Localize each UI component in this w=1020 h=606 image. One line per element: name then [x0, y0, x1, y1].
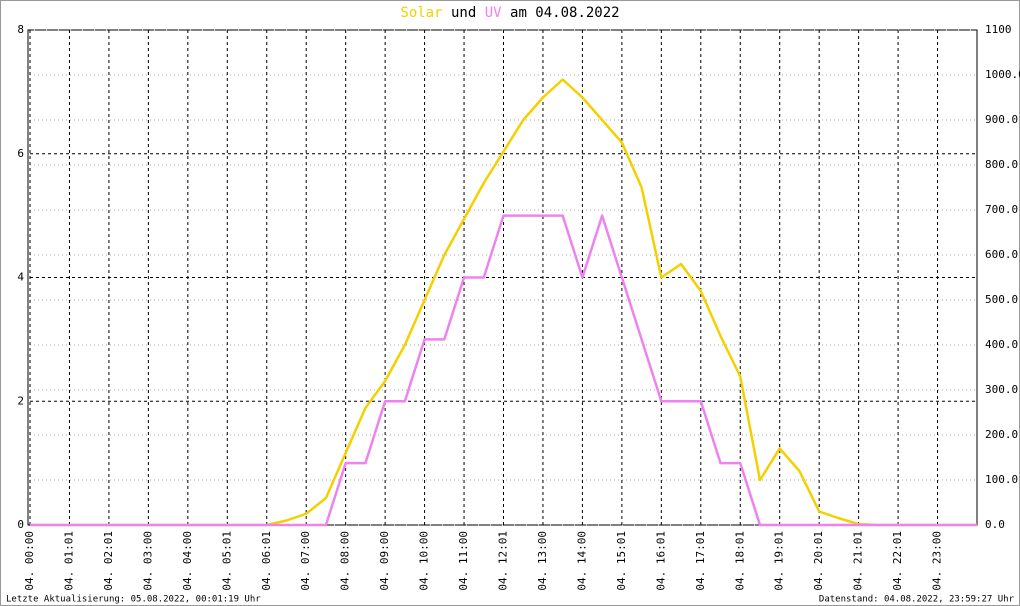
- series-line: [30, 214, 977, 527]
- y2-tick-label: 700.0: [985, 203, 1018, 216]
- title-solar: Solar: [400, 5, 442, 21]
- x-tick-label: 04. 15:01: [615, 531, 628, 591]
- title-end: am 04.08.2022: [510, 5, 620, 21]
- title-middle: und: [451, 5, 476, 21]
- y2-tick-label: 400.0: [985, 338, 1018, 351]
- x-tick-label: 04. 08:00: [339, 531, 352, 591]
- x-tick-label: 04. 05:01: [220, 531, 233, 591]
- x-tick-label: 04. 10:00: [418, 531, 431, 591]
- x-tick-label: 04. 06:01: [260, 531, 273, 591]
- x-tick-label: 04. 21:01: [852, 531, 865, 591]
- x-tick-label: 04. 19:01: [773, 531, 786, 591]
- y-tick-label: 2: [17, 394, 24, 407]
- y2-tick-label: 100.0: [985, 473, 1018, 486]
- y2-tick-label: 1100: [985, 23, 1012, 36]
- x-tick-label: 04. 18:01: [733, 531, 746, 591]
- title-uv: UV: [485, 5, 502, 21]
- y2-tick-label: 300.0: [985, 383, 1018, 396]
- x-tick-label: 04. 17:01: [694, 531, 707, 591]
- y2-tick-label: 500.0: [985, 293, 1018, 306]
- x-tick-label: 04. 03:00: [141, 531, 154, 591]
- chart-title: Solar und UV am 04.08.2022: [400, 5, 619, 21]
- y-tick-label: 8: [17, 23, 24, 36]
- x-tick-label: 04. 12:01: [497, 531, 510, 591]
- x-tick-label: 04. 01:01: [62, 531, 75, 591]
- x-tick-label: 04. 13:00: [536, 531, 549, 591]
- x-tick-label: 04. 23:00: [931, 531, 944, 591]
- y-tick-label: 0: [17, 518, 24, 531]
- x-tick-label: 04. 22:01: [891, 531, 904, 591]
- y2-tick-label: 600.0: [985, 248, 1018, 261]
- y-tick-label: 4: [17, 271, 24, 284]
- x-tick-label: 04. 20:01: [812, 531, 825, 591]
- y2-tick-label: 900.0: [985, 113, 1018, 126]
- x-tick-label: 04. 04:00: [181, 531, 194, 591]
- y2-tick-label: 0.0: [985, 518, 1005, 531]
- x-tick-label: 04. 11:00: [457, 531, 470, 591]
- x-tick-label: 04. 14:00: [575, 531, 588, 591]
- x-tick-label: 04. 07:00: [299, 531, 312, 591]
- footer-right: Datenstand: 04.08.2022, 23:59:27 Uhr: [819, 595, 1015, 605]
- y-tick-label: 6: [17, 147, 24, 160]
- y2-tick-label: 1000.0: [985, 68, 1020, 81]
- x-tick-label: 04. 09:00: [378, 531, 391, 591]
- y2-tick-label: 200.0: [985, 428, 1018, 441]
- x-tick-label: 04. 16:01: [654, 531, 667, 591]
- x-tick-label: 04. 00:00: [23, 531, 36, 591]
- footer-left: Letzte Aktualisierung: 05.08.2022, 00:01…: [6, 595, 261, 605]
- x-tick-label: 04. 02:01: [102, 531, 115, 591]
- y2-tick-label: 800.0: [985, 158, 1018, 171]
